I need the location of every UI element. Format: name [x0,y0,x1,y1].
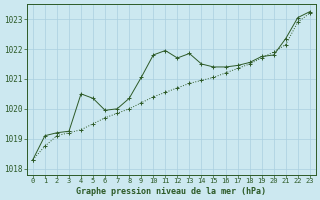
X-axis label: Graphe pression niveau de la mer (hPa): Graphe pression niveau de la mer (hPa) [76,187,266,196]
